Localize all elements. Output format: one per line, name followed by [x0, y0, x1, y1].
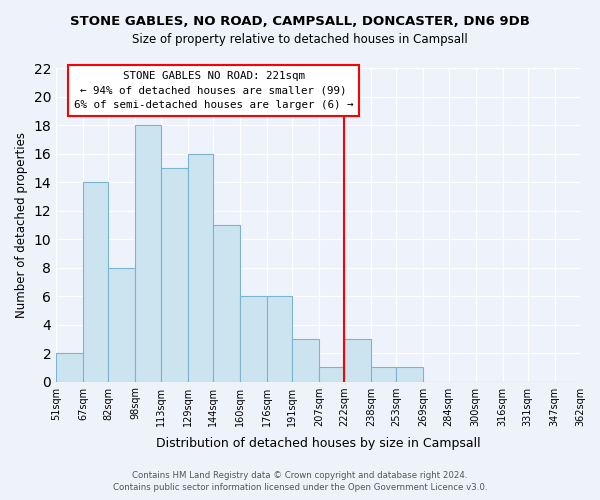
Bar — [213, 225, 240, 382]
Bar — [56, 353, 83, 382]
Bar — [371, 368, 397, 382]
Bar — [397, 368, 424, 382]
Bar — [136, 125, 161, 382]
Y-axis label: Number of detached properties: Number of detached properties — [15, 132, 28, 318]
Bar — [83, 182, 109, 382]
Text: STONE GABLES, NO ROAD, CAMPSALL, DONCASTER, DN6 9DB: STONE GABLES, NO ROAD, CAMPSALL, DONCAST… — [70, 15, 530, 28]
X-axis label: Distribution of detached houses by size in Campsall: Distribution of detached houses by size … — [156, 437, 481, 450]
Bar — [344, 339, 371, 382]
Text: Contains HM Land Registry data © Crown copyright and database right 2024.
Contai: Contains HM Land Registry data © Crown c… — [113, 471, 487, 492]
Bar — [267, 296, 292, 382]
Bar — [292, 339, 319, 382]
Bar — [240, 296, 267, 382]
Bar — [319, 368, 344, 382]
Bar — [161, 168, 188, 382]
Bar — [188, 154, 213, 382]
Text: Size of property relative to detached houses in Campsall: Size of property relative to detached ho… — [132, 32, 468, 46]
Text: STONE GABLES NO ROAD: 221sqm
← 94% of detached houses are smaller (99)
6% of sem: STONE GABLES NO ROAD: 221sqm ← 94% of de… — [74, 71, 353, 110]
Bar — [109, 268, 136, 382]
